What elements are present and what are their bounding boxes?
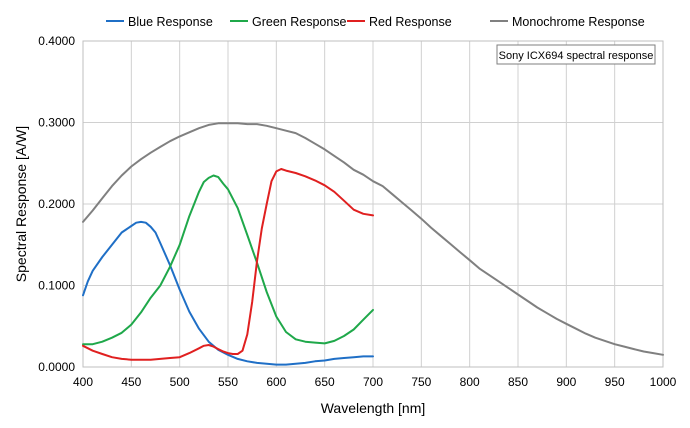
y-tick-label: 0.2000: [38, 197, 75, 211]
legend-label: Green Response: [252, 15, 347, 29]
legend-item-green-response: Green Response: [230, 15, 347, 29]
x-tick-label: 1000: [650, 375, 677, 389]
annotation-frame: [496, 44, 656, 65]
x-tick-label: 950: [605, 375, 625, 389]
legend: Blue Response Green Response Red Response M…: [106, 15, 645, 29]
legend-item-blue-response: Blue Response: [106, 15, 213, 29]
annotation-text: Sony ICX694 spectral response: [499, 50, 654, 62]
green-response-line: [82, 174, 374, 346]
x-tick-label: 900: [556, 375, 576, 389]
legend-label: Blue Response: [128, 15, 213, 29]
x-tick-label: 800: [460, 375, 480, 389]
legend-label: Monochrome Response: [512, 15, 645, 29]
y-axis-ticks: 0.0000 0.1000 0.2000 0.3000 0.4000: [38, 34, 75, 374]
grid: [82, 40, 664, 368]
monochrome-response-line: [82, 122, 664, 356]
x-tick-label: 600: [266, 375, 286, 389]
x-axis-title: Wavelength [nm]: [321, 400, 426, 416]
x-tick-label: 750: [411, 375, 431, 389]
red-response-line: [82, 168, 374, 361]
x-axis-ticks: 400 450 500 550 600 650 700 750 800 850 900 950 1000: [73, 375, 677, 389]
x-tick-label: 400: [73, 375, 93, 389]
legend-item-monochrome-response: Monochrome Response: [490, 15, 645, 29]
x-tick-label: 450: [121, 375, 141, 389]
y-tick-label: 0.0000: [38, 360, 75, 374]
x-tick-label: 700: [363, 375, 383, 389]
y-tick-label: 0.1000: [38, 279, 75, 293]
y-tick-label: 0.3000: [38, 116, 75, 130]
series-layer: [82, 122, 664, 366]
y-axis-title: Spectral Response [A/W]: [13, 126, 29, 282]
x-tick-label: 650: [315, 375, 335, 389]
x-tick-label: 850: [508, 375, 528, 389]
x-tick-label: 550: [218, 375, 238, 389]
annotation-box: Sony ICX694 spectral response: [496, 44, 656, 65]
legend-item-red-response: Red Response: [347, 15, 452, 29]
legend-label: Red Response: [369, 15, 452, 29]
blue-response-line: [82, 220, 374, 366]
plot-area-frame: [82, 40, 664, 368]
y-tick-label: 0.4000: [38, 34, 75, 48]
x-tick-label: 500: [170, 375, 190, 389]
